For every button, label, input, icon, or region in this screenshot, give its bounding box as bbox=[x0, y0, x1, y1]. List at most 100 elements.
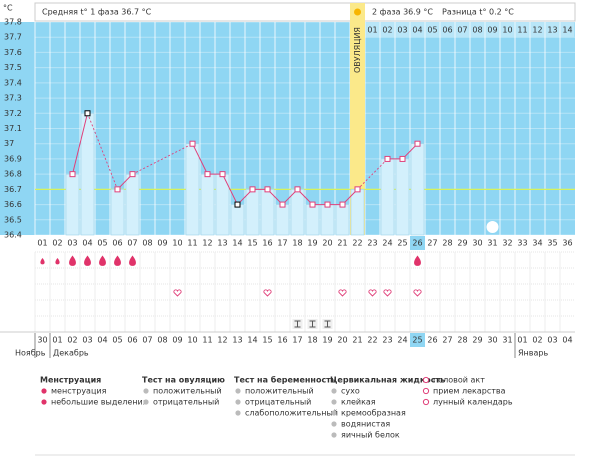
date-label: 26 bbox=[427, 336, 437, 345]
temperature-point bbox=[69, 171, 76, 178]
mucus-sticky-icon bbox=[309, 320, 316, 328]
date-label: 09 bbox=[172, 336, 182, 345]
legend-item: положительный bbox=[153, 387, 222, 396]
legend-item: половой акт bbox=[433, 376, 485, 385]
date-label: 22 bbox=[367, 336, 377, 345]
date-label: 16 bbox=[277, 336, 287, 345]
phase1-average: Средняя t° 1 фаза 36.7 °C bbox=[42, 8, 152, 17]
date-label: 13 bbox=[232, 336, 242, 345]
date-label: 30 bbox=[37, 336, 47, 345]
menstruation-drop bbox=[84, 255, 91, 266]
menstruation-drop bbox=[40, 258, 45, 265]
month-label: Декабрь bbox=[53, 349, 89, 358]
y-tick-label: 36.9 bbox=[4, 154, 22, 163]
x-tick-label: 07 bbox=[127, 239, 137, 248]
bar bbox=[185, 143, 200, 236]
post-ovulation-day: 14 bbox=[562, 26, 572, 35]
temperature-point bbox=[279, 201, 286, 208]
legend-item: прием лекарства bbox=[433, 387, 506, 396]
date-label: 11 bbox=[202, 336, 212, 345]
x-tick-label: 32 bbox=[502, 239, 512, 248]
bar bbox=[230, 204, 245, 236]
post-ovulation-day: 09 bbox=[487, 26, 497, 35]
y-tick-label: 37.4 bbox=[4, 78, 22, 87]
temperature-point bbox=[264, 186, 271, 193]
post-ovulation-cell bbox=[530, 22, 545, 38]
x-tick-label: 22 bbox=[352, 239, 362, 248]
legend-item: лунный календарь bbox=[433, 398, 513, 407]
post-ovulation-cell bbox=[470, 22, 485, 38]
date-label: 15 bbox=[262, 336, 272, 345]
date-label: 02 bbox=[67, 336, 77, 345]
legend-item: клейкая bbox=[341, 398, 376, 407]
x-tick-label: 31 bbox=[487, 239, 497, 248]
y-tick-label: 36.4 bbox=[4, 231, 22, 240]
x-tick-label: 19 bbox=[307, 239, 317, 248]
date-label: 19 bbox=[322, 336, 332, 345]
legend-title: Тест на овуляцию bbox=[142, 376, 225, 385]
temperature-point bbox=[339, 201, 346, 208]
legend-icon bbox=[422, 398, 430, 406]
temperature-point bbox=[294, 186, 301, 193]
date-label: 25 bbox=[412, 336, 422, 345]
x-tick-label: 30 bbox=[472, 239, 482, 248]
x-tick-label: 26 bbox=[412, 239, 422, 248]
intercourse-icon bbox=[413, 289, 422, 297]
post-ovulation-cell bbox=[485, 22, 500, 38]
x-tick-label: 01 bbox=[37, 239, 47, 248]
temperature-point bbox=[249, 186, 256, 193]
bar bbox=[260, 189, 275, 236]
date-label: 31 bbox=[502, 336, 512, 345]
menstruation-drop bbox=[69, 255, 76, 266]
temperature-point bbox=[354, 186, 361, 193]
x-tick-label: 11 bbox=[187, 239, 197, 248]
ovulation-column bbox=[350, 3, 365, 235]
legend-item: положительный bbox=[245, 387, 314, 396]
legend-icon bbox=[331, 432, 337, 438]
y-tick-label: 37.1 bbox=[4, 124, 22, 133]
post-ovulation-day: 05 bbox=[427, 26, 437, 35]
bar bbox=[290, 189, 305, 236]
y-tick-label: 37.5 bbox=[4, 63, 22, 72]
month-label: Ноябрь bbox=[15, 349, 46, 358]
x-tick-label: 14 bbox=[232, 239, 242, 248]
date-label: 21 bbox=[352, 336, 362, 345]
legend-icon bbox=[331, 388, 337, 394]
bar bbox=[395, 158, 410, 236]
legend-icon bbox=[143, 399, 149, 405]
legend-title: Цервикальная жидкость bbox=[330, 376, 445, 385]
y-tick-label: 36.7 bbox=[4, 185, 22, 194]
date-label: 04 bbox=[97, 336, 107, 345]
post-ovulation-cell bbox=[365, 22, 380, 38]
date-label: 06 bbox=[127, 336, 137, 345]
post-ovulation-day: 03 bbox=[397, 26, 407, 35]
x-tick-label: 08 bbox=[142, 239, 152, 248]
date-label: 24 bbox=[397, 336, 407, 345]
date-label: 17 bbox=[292, 336, 302, 345]
bar bbox=[200, 173, 215, 236]
menstruation-drop bbox=[114, 255, 121, 266]
intercourse-icon bbox=[263, 289, 272, 297]
month-label: Январь bbox=[518, 349, 548, 358]
gap-connector bbox=[87, 113, 118, 190]
menstruation-drop bbox=[99, 255, 106, 266]
post-ovulation-day: 02 bbox=[382, 26, 392, 35]
intercourse-icon bbox=[173, 289, 182, 297]
temperature-point bbox=[309, 201, 316, 208]
mucus-sticky-icon bbox=[324, 320, 331, 328]
temperature-point bbox=[384, 155, 391, 162]
post-ovulation-cell bbox=[455, 22, 470, 38]
gap-connector bbox=[132, 143, 193, 175]
header-bar bbox=[34, 2, 576, 22]
legend-item: сухо bbox=[341, 387, 360, 396]
bar bbox=[380, 158, 395, 236]
bar bbox=[110, 189, 125, 236]
ovulation-label: ОВУЛЯЦИЯ bbox=[353, 27, 362, 73]
legend-icon bbox=[235, 399, 241, 405]
y-tick-label: 37.3 bbox=[4, 94, 22, 103]
legend-icon bbox=[331, 399, 337, 405]
x-tick-label: 21 bbox=[337, 239, 347, 248]
x-tick-label: 15 bbox=[247, 239, 257, 248]
post-ovulation-day: 10 bbox=[502, 26, 512, 35]
date-label: 08 bbox=[157, 336, 167, 345]
